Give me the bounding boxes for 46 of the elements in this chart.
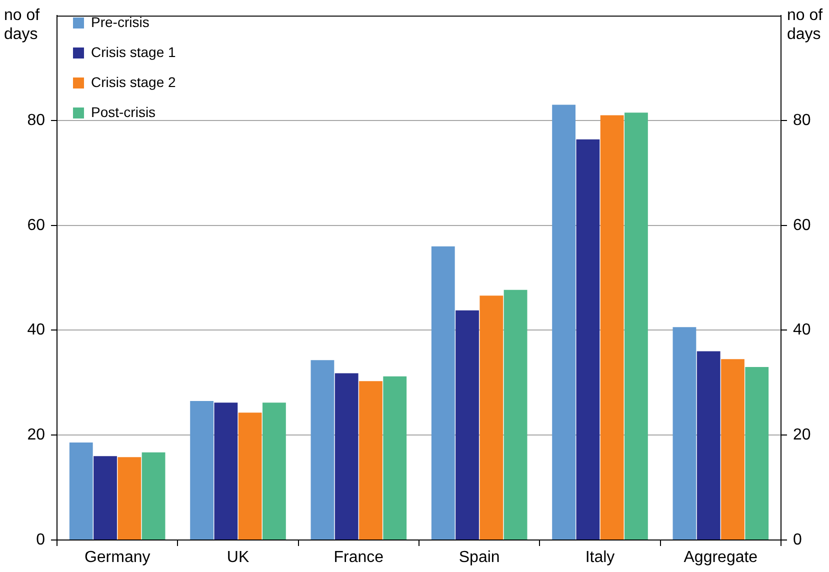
y2-tick-label: 80 (793, 112, 811, 129)
bar (310, 360, 334, 540)
bar (672, 327, 696, 540)
y-tick-label: 0 (36, 531, 46, 548)
bar (94, 456, 117, 540)
bar (118, 457, 142, 540)
bar (624, 112, 648, 540)
x-tick-label: France (334, 549, 384, 566)
bar (262, 402, 286, 540)
bar (69, 442, 93, 540)
y2-tick-label: 60 (793, 216, 811, 234)
bar (576, 139, 600, 540)
y-tick-label: 80 (27, 112, 46, 129)
legend-label: Post-crisis (91, 104, 156, 120)
bar (383, 376, 407, 540)
bar (431, 246, 455, 540)
y2-tick-label: 20 (793, 426, 811, 444)
y2-axis-title: no of days (787, 6, 824, 44)
y-tick-label: 20 (27, 426, 46, 444)
x-tick-label: Germany (84, 549, 150, 566)
y2-tick-label: 0 (793, 531, 802, 548)
bar (745, 366, 769, 540)
bar (504, 290, 528, 540)
x-tick-label: UK (226, 549, 250, 566)
bar (238, 412, 262, 540)
y-tick-label: 40 (27, 322, 46, 339)
legend-label: Crisis stage 1 (91, 44, 176, 60)
bar (190, 401, 214, 540)
legend-label: Crisis stage 2 (91, 74, 176, 90)
x-tick-label: Spain (458, 549, 500, 566)
x-tick-label: Aggregate (684, 549, 758, 566)
bar (456, 310, 479, 540)
bar (480, 296, 504, 540)
y2-tick-label: 40 (793, 322, 811, 339)
bar (214, 402, 238, 540)
y-axis-title: no of days (4, 6, 41, 44)
bar (334, 373, 358, 540)
legend-label: Pre-crisis (91, 14, 150, 30)
bar (359, 381, 382, 540)
bar (600, 115, 624, 540)
bar (721, 359, 744, 540)
bar (696, 351, 720, 540)
bar (552, 104, 576, 540)
x-tick-label: Italy (585, 549, 615, 566)
bar (142, 452, 166, 540)
y-tick-label: 60 (27, 216, 46, 234)
